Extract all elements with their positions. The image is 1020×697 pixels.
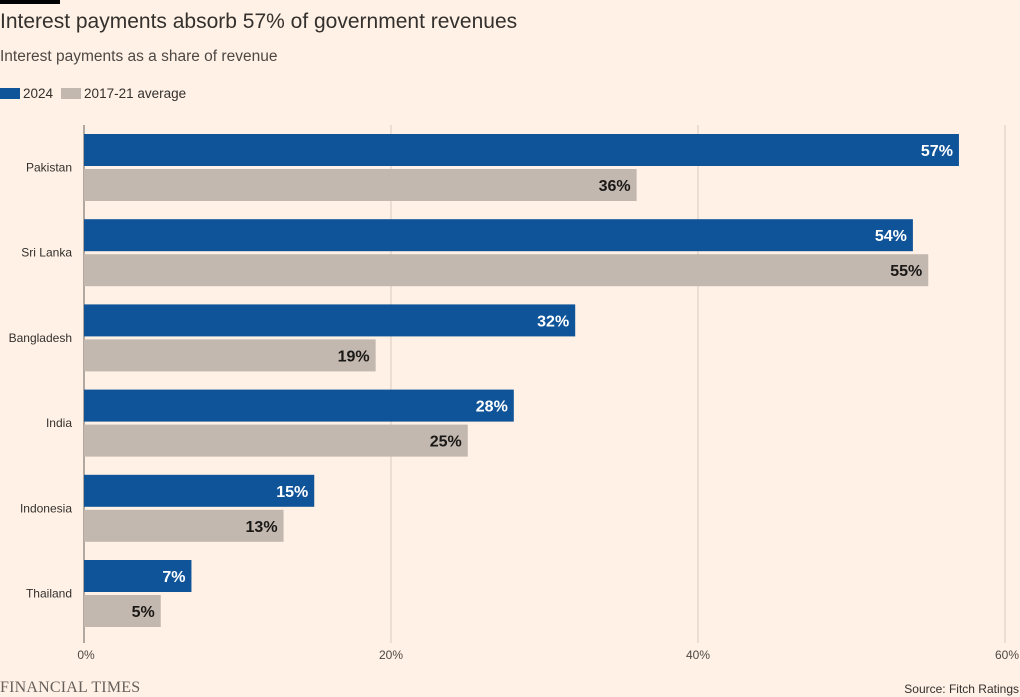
source-note: Source: Fitch Ratings — [904, 682, 1019, 696]
x-tick-label: 40% — [686, 648, 710, 662]
bar-value-label: 13% — [246, 519, 278, 536]
category-label: Thailand — [26, 587, 72, 601]
bar-value-label: 19% — [338, 348, 370, 365]
bar-value-label: 25% — [430, 434, 462, 451]
bar — [84, 474, 315, 507]
x-tick-label: 20% — [379, 648, 403, 662]
bar — [84, 339, 376, 372]
bar — [84, 219, 913, 252]
bar-value-label: 15% — [276, 484, 308, 501]
x-tick-label: 0% — [77, 648, 95, 662]
bar — [84, 509, 284, 542]
legend-swatch-2017-21 — [61, 88, 82, 99]
bar-value-label: 28% — [476, 399, 508, 416]
bar-value-label: 55% — [890, 263, 922, 280]
chart-title: Interest payments absorb 57% of governme… — [0, 10, 518, 33]
legend-swatch-2024 — [0, 88, 20, 99]
bar — [84, 424, 468, 457]
category-label: Pakistan — [26, 161, 72, 175]
bar — [84, 595, 161, 627]
bar — [84, 134, 959, 166]
bar — [84, 254, 929, 287]
bar-value-label: 32% — [537, 313, 569, 330]
chart-subtitle: Interest payments as a share of revenue — [0, 48, 278, 65]
bar-value-label: 54% — [875, 228, 907, 245]
x-tick-label: 60% — [995, 648, 1019, 662]
bar — [84, 389, 514, 422]
bar — [84, 169, 637, 201]
legend-item-2024: 2024 — [0, 86, 53, 101]
legend: 2024 2017-21 average — [0, 86, 194, 101]
legend-label-2024: 2024 — [23, 86, 54, 101]
bar-value-label: 36% — [599, 178, 631, 195]
category-label: Sri Lanka — [21, 246, 72, 260]
bar-value-label: 7% — [162, 569, 185, 586]
top-rule — [0, 0, 60, 4]
category-label: Bangladesh — [9, 331, 72, 345]
category-label: Indonesia — [20, 501, 72, 515]
bar — [84, 560, 192, 592]
bar — [84, 304, 576, 337]
legend-item-2017-21: 2017-21 average — [61, 86, 186, 101]
bar-value-label: 57% — [921, 143, 953, 160]
ft-logo: FINANCIAL TIMES — [0, 679, 141, 696]
bar-value-label: 5% — [132, 604, 155, 621]
category-label: India — [46, 416, 72, 430]
legend-label-2017-21: 2017-21 average — [84, 86, 187, 101]
